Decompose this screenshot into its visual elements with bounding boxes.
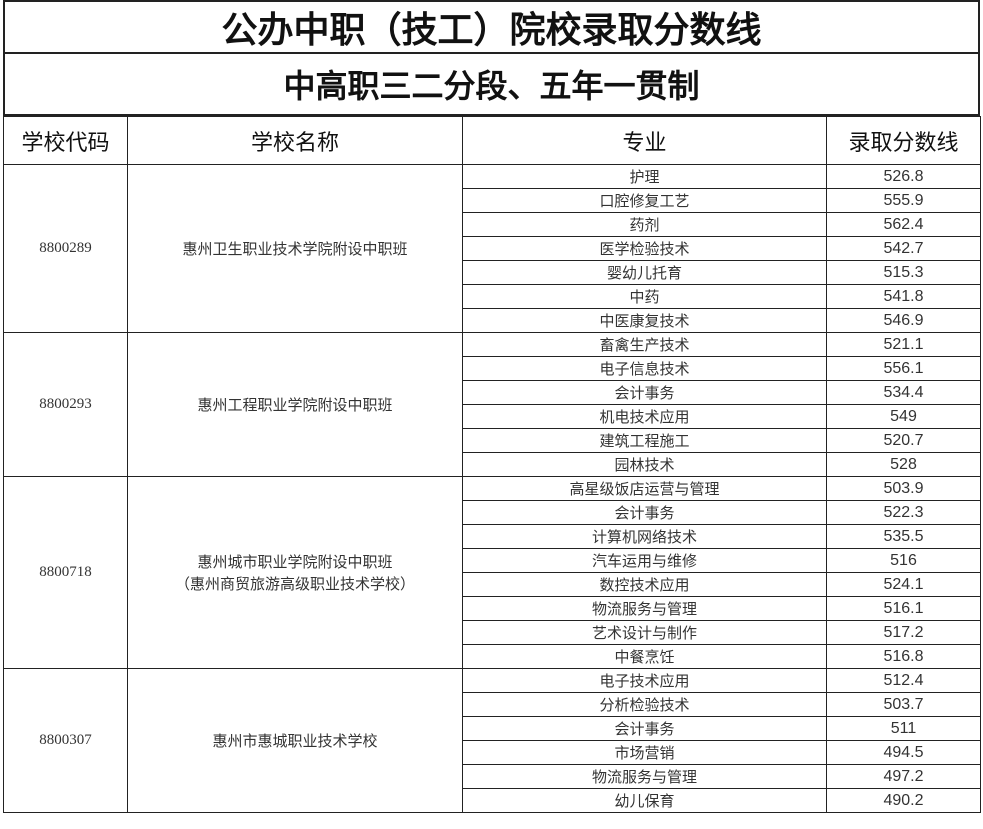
score-cell: 541.8	[826, 284, 981, 309]
header-school-name: 学校名称	[127, 116, 463, 165]
school-name: 惠州工程职业学院附设中职班	[127, 332, 463, 477]
header-row: 学校代码 学校名称 专业 录取分数线	[3, 116, 981, 165]
major-cell: 畜禽生产技术	[462, 332, 827, 357]
score-cell: 515.3	[826, 260, 981, 285]
score-cell: 535.5	[826, 524, 981, 549]
score-cell: 526.8	[826, 164, 981, 189]
major-cell: 会计事务	[462, 380, 827, 405]
school-name: 惠州市惠城职业技术学校	[127, 668, 463, 813]
table-row: 医学检验技术 542.7	[4, 236, 981, 261]
score-cell: 555.9	[826, 188, 981, 213]
table-row: 8800289 惠州卫生职业技术学院附设中职班 护理 526.8	[3, 164, 981, 333]
score-cell: 516	[826, 548, 981, 573]
score-cell: 542.7	[826, 236, 981, 261]
table-row: 会计事务 534.4	[4, 380, 981, 405]
table-row: 物流服务与管理 516.1	[4, 596, 981, 621]
school-name: 惠州卫生职业技术学院附设中职班	[127, 164, 463, 333]
school-name-line: 惠州市惠城职业技术学校	[212, 731, 378, 750]
table-row: 8800718 惠州城市职业学院附设中职班 （惠州商贸旅游高级职业技术学校） 高星级饭…	[3, 476, 981, 669]
score-cell: 516.8	[826, 644, 981, 669]
score-sheet: 公办中职（技工）院校录取分数线 中高职三二分段、五年一贯制 学校代码 学校名称 …	[3, 0, 981, 813]
score-cell: 546.9	[826, 308, 981, 333]
score-cell: 497.2	[826, 764, 981, 789]
page-subtitle: 中高职三二分段、五年一贯制	[3, 53, 980, 116]
table-row: 8800293 惠州工程职业学院附设中职班 畜禽生产技术 521.1	[3, 332, 981, 477]
school-name-line: （惠州商贸旅游高级职业技术学校）	[174, 574, 415, 593]
table-row: 8800307 惠州市惠城职业技术学校 电子技术应用 512.4	[3, 668, 981, 813]
score-cell: 534.4	[826, 380, 981, 405]
table-row: 计算机网络技术 535.5	[4, 524, 981, 549]
header-code: 学校代码	[3, 116, 128, 165]
school-name-line: 惠州卫生职业技术学院附设中职班	[182, 239, 408, 258]
table-row: 中医康复技术 546.9	[4, 308, 981, 333]
score-cell: 562.4	[826, 212, 981, 237]
score-cell: 503.9	[826, 476, 981, 501]
score-cell: 503.7	[826, 692, 981, 717]
school-code: 8800718	[3, 476, 128, 669]
score-cell: 511	[826, 716, 981, 741]
table-row: 数控技术应用 524.1	[4, 572, 981, 597]
table-row: 园林技术 528	[4, 452, 981, 477]
major-cell: 药剂	[462, 212, 827, 237]
header-score: 录取分数线	[826, 116, 981, 165]
major-cell: 物流服务与管理	[462, 596, 827, 621]
major-cell: 物流服务与管理	[462, 764, 827, 789]
score-cell: 549	[826, 404, 981, 429]
major-cell: 会计事务	[462, 500, 827, 525]
school-name-line: 惠州工程职业学院附设中职班	[197, 395, 393, 414]
school-code: 8800293	[3, 332, 128, 477]
major-cell: 幼儿保育	[462, 788, 827, 813]
major-cell: 电子技术应用	[462, 668, 827, 693]
table-row: 汽车运用与维修 516	[4, 548, 981, 573]
table-row: 中药 541.8	[4, 284, 981, 309]
school-name: 惠州城市职业学院附设中职班 （惠州商贸旅游高级职业技术学校）	[127, 476, 463, 669]
major-cell: 园林技术	[462, 452, 827, 477]
table-row: 会计事务 522.3	[4, 500, 981, 525]
table-row: 会计事务 511	[4, 716, 981, 741]
major-cell: 汽车运用与维修	[462, 548, 827, 573]
major-cell: 口腔修复工艺	[462, 188, 827, 213]
school-code: 8800289	[3, 164, 128, 333]
page-title: 公办中职（技工）院校录取分数线	[3, 0, 980, 53]
major-cell: 计算机网络技术	[462, 524, 827, 549]
major-cell: 电子信息技术	[462, 356, 827, 381]
major-cell: 中医康复技术	[462, 308, 827, 333]
major-cell: 婴幼儿托育	[462, 260, 827, 285]
major-cell: 高星级饭店运营与管理	[462, 476, 827, 501]
school-code: 8800307	[3, 668, 128, 813]
score-cell: 521.1	[826, 332, 981, 357]
score-cell: 524.1	[826, 572, 981, 597]
school-name-line: 惠州城市职业学院附设中职班	[197, 552, 393, 571]
major-cell: 会计事务	[462, 716, 827, 741]
score-cell: 516.1	[826, 596, 981, 621]
score-cell: 494.5	[826, 740, 981, 765]
score-cell: 517.2	[826, 620, 981, 645]
table-row: 艺术设计与制作 517.2	[4, 620, 981, 645]
major-cell: 艺术设计与制作	[462, 620, 827, 645]
score-cell: 556.1	[826, 356, 981, 381]
major-cell: 护理	[462, 164, 827, 189]
score-cell: 522.3	[826, 500, 981, 525]
table-row: 机电技术应用 549	[4, 404, 981, 429]
table-row: 幼儿保育 490.2	[4, 788, 981, 813]
major-cell: 数控技术应用	[462, 572, 827, 597]
table-row: 物流服务与管理 497.2	[4, 764, 981, 789]
major-cell: 中药	[462, 284, 827, 309]
score-cell: 512.4	[826, 668, 981, 693]
score-cell: 520.7	[826, 428, 981, 453]
major-cell: 建筑工程施工	[462, 428, 827, 453]
table-row: 口腔修复工艺 555.9	[4, 188, 981, 213]
table-row: 婴幼儿托育 515.3	[4, 260, 981, 285]
score-cell: 490.2	[826, 788, 981, 813]
score-cell: 528	[826, 452, 981, 477]
major-cell: 中餐烹饪	[462, 644, 827, 669]
major-cell: 医学检验技术	[462, 236, 827, 261]
major-cell: 分析检验技术	[462, 692, 827, 717]
table-row: 电子信息技术 556.1	[4, 356, 981, 381]
header-major: 专业	[462, 116, 827, 165]
major-cell: 机电技术应用	[462, 404, 827, 429]
score-table: 学校代码 学校名称 专业 录取分数线 8800289 惠州卫生职业技术学院附设中职…	[3, 116, 981, 813]
table-body: 8800289 惠州卫生职业技术学院附设中职班 护理 526.8 口腔修复工艺 555.9…	[3, 164, 981, 813]
major-cell: 市场营销	[462, 740, 827, 765]
